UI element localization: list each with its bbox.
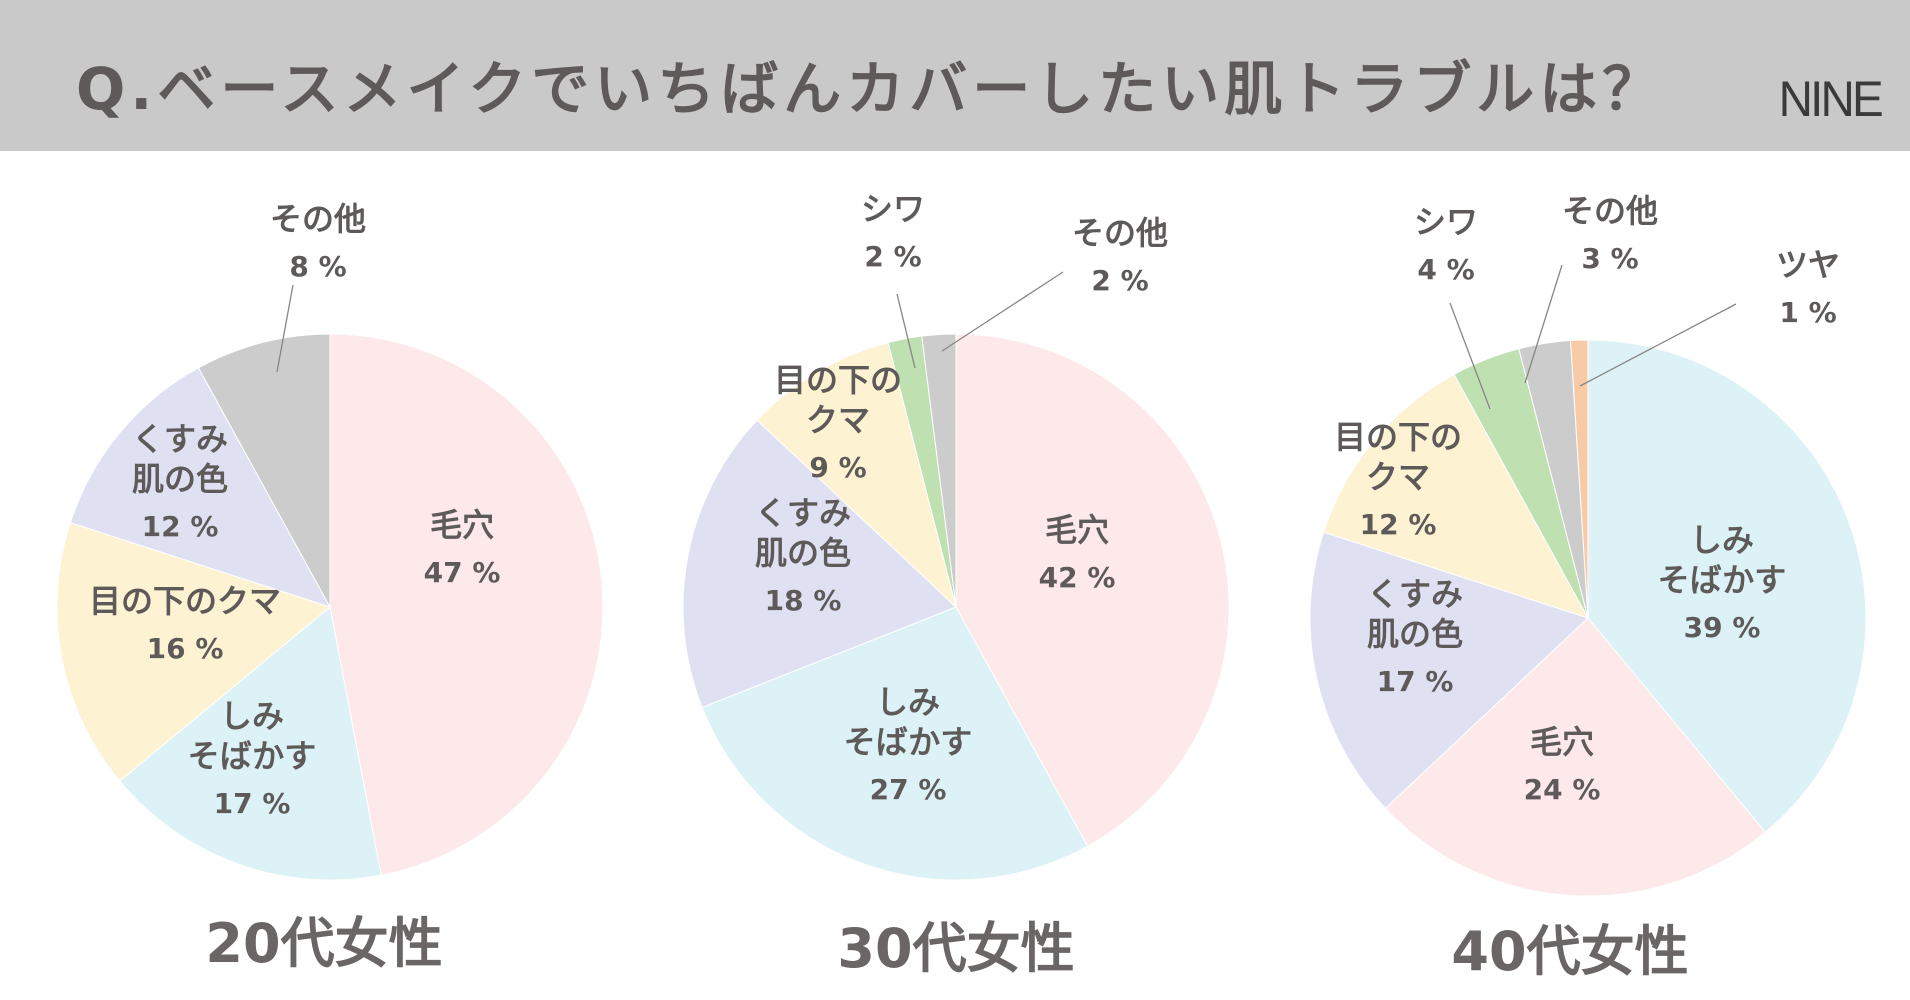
slice-label-1-4: シワ xyxy=(861,190,925,228)
slice-label-1-3: 目の下の xyxy=(774,361,902,399)
pie-slice-0-4 xyxy=(197,333,331,608)
page-title: Q.ベースメイクでいちばんカバーしたい肌トラブルは？ xyxy=(76,55,1666,123)
slice-percent-1-5: 2 % xyxy=(1091,264,1148,297)
slice-label-1-0: 毛穴 xyxy=(1045,511,1109,549)
slice-label-0-1: そばかす xyxy=(188,737,317,775)
pie-slice-1-3 xyxy=(756,341,957,609)
slice-percent-1-4: 2 % xyxy=(864,240,921,273)
chart-caption-1: 30代女性 xyxy=(837,917,1074,980)
slice-percent-0-0: 47 % xyxy=(424,556,501,589)
slice-percent-1-1: 27 % xyxy=(870,773,947,806)
slice-label-1-2: 肌の色 xyxy=(755,534,851,572)
pie-slice-2-1 xyxy=(1384,617,1766,897)
pie-slice-0-2 xyxy=(56,522,332,782)
slice-label-0-0: 毛穴 xyxy=(430,506,494,544)
leader-line-2-5 xyxy=(1524,264,1563,384)
slice-percent-1-3: 9 % xyxy=(809,451,866,484)
pie-slice-0-3 xyxy=(69,367,332,608)
leader-line-2-6 xyxy=(1579,303,1737,387)
slice-label-1-3: クマ xyxy=(806,401,870,439)
pie-slice-2-0 xyxy=(1587,339,1867,833)
slice-label-2-3: 目の下の xyxy=(1334,418,1462,456)
pie-slice-0-0 xyxy=(329,333,604,876)
slice-percent-2-5: 3 % xyxy=(1581,242,1638,275)
pie-slice-2-6 xyxy=(1570,339,1589,619)
slice-label-1-1: そばかす xyxy=(844,723,973,761)
slice-label-2-0: そばかす xyxy=(1658,561,1787,599)
slice-percent-0-4: 8 % xyxy=(289,250,346,283)
slice-percent-2-0: 39 % xyxy=(1684,611,1761,644)
pie-slice-2-2 xyxy=(1309,531,1589,810)
leader-line-1-5 xyxy=(941,271,1064,352)
chart-caption-0: 20代女性 xyxy=(205,912,442,975)
slice-label-0-3: 肌の色 xyxy=(132,460,228,498)
slice-label-2-6: ツヤ xyxy=(1776,246,1840,284)
leader-line-0-4 xyxy=(276,284,294,373)
slice-percent-2-6: 1 % xyxy=(1779,296,1836,329)
slice-label-1-2: くすみ xyxy=(755,494,851,532)
pie-slice-1-0 xyxy=(955,333,1230,847)
pie-slice-1-2 xyxy=(682,419,957,709)
pie-slice-0-1 xyxy=(118,606,382,881)
slice-label-2-1: 毛穴 xyxy=(1530,723,1594,761)
leader-line-2-4 xyxy=(1449,302,1491,410)
slice-label-0-3: くすみ xyxy=(132,420,228,458)
slice-label-2-2: くすみ xyxy=(1367,575,1463,613)
slice-label-0-2: 目の下のクマ xyxy=(89,582,281,620)
pie-slice-1-1 xyxy=(701,606,1089,881)
slice-label-1-1: しみ xyxy=(876,683,940,721)
slice-label-2-4: シワ xyxy=(1414,203,1478,241)
slice-label-2-0: しみ xyxy=(1690,521,1754,559)
slice-percent-1-2: 18 % xyxy=(765,584,842,617)
slice-percent-0-2: 16 % xyxy=(147,632,224,665)
slice-label-2-2: 肌の色 xyxy=(1367,615,1463,653)
slice-percent-0-3: 12 % xyxy=(142,510,219,543)
slice-label-2-3: クマ xyxy=(1366,458,1430,496)
slice-label-0-1: しみ xyxy=(220,697,284,735)
leader-line-1-4 xyxy=(896,293,916,369)
header-bar: Q.ベースメイクでいちばんカバーしたい肌トラブルは？ NINE xyxy=(0,0,1910,151)
chart-caption-2: 40代女性 xyxy=(1451,920,1688,983)
slice-percent-2-2: 17 % xyxy=(1377,665,1454,698)
slice-label-0-4: その他 xyxy=(270,200,366,238)
slice-label-2-5: その他 xyxy=(1562,192,1658,230)
slice-percent-2-1: 24 % xyxy=(1524,773,1601,806)
pie-slice-1-5 xyxy=(921,333,957,608)
slice-label-1-5: その他 xyxy=(1072,214,1168,252)
brand-logo: NINE xyxy=(1778,71,1884,127)
slice-percent-0-1: 17 % xyxy=(214,787,291,820)
slice-percent-1-0: 42 % xyxy=(1039,561,1116,594)
slice-percent-2-3: 12 % xyxy=(1360,508,1437,541)
pie-slice-2-3 xyxy=(1322,373,1590,619)
slice-percent-2-4: 4 % xyxy=(1417,253,1474,286)
